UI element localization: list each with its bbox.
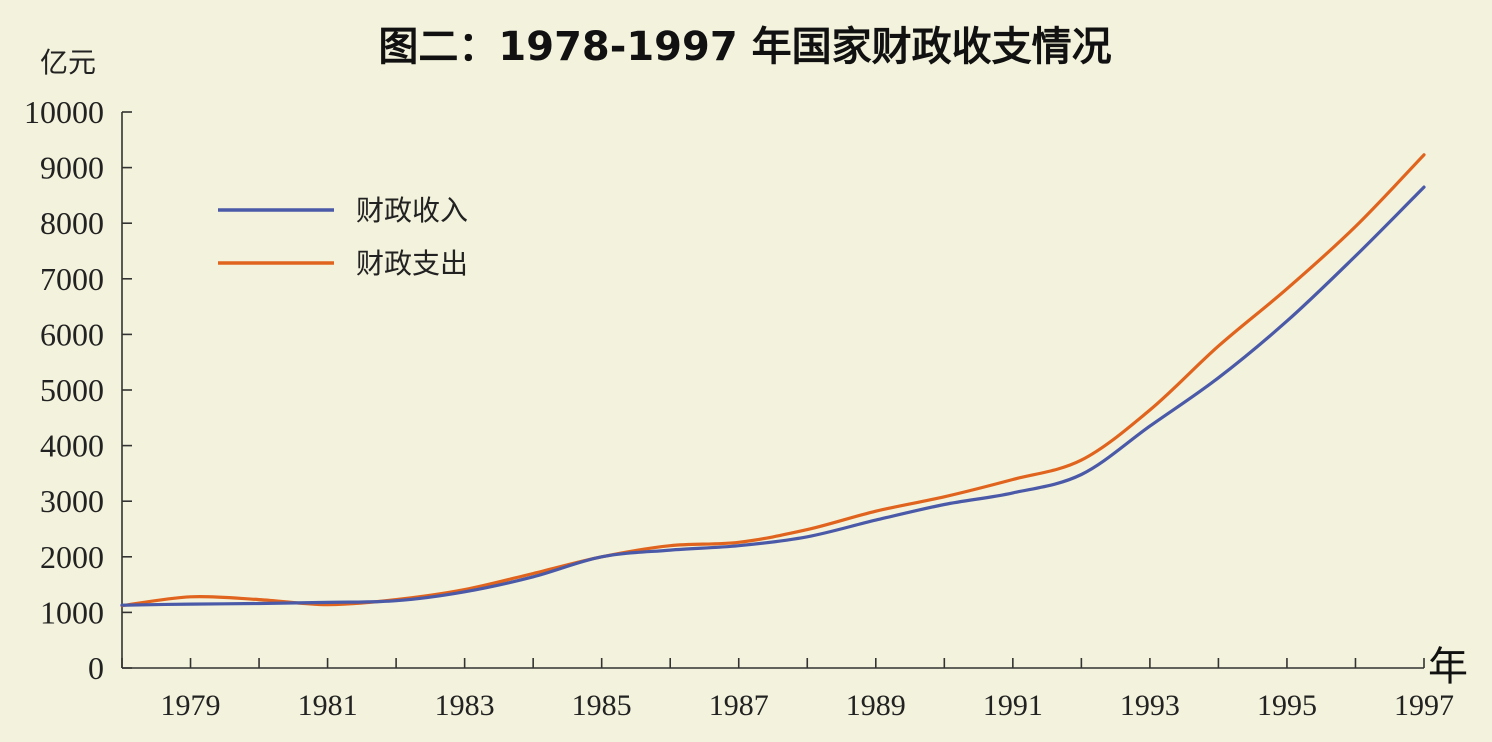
y-tick-label: 10000 [24, 94, 104, 130]
x-tick-label: 1985 [572, 689, 632, 722]
y-tick-label: 3000 [40, 483, 104, 519]
x-tick-label: 1981 [298, 689, 358, 722]
x-tick-label: 1989 [846, 689, 906, 722]
y-tick-label: 0 [88, 650, 104, 686]
y-tick-label: 8000 [40, 205, 104, 241]
y-tick-label: 2000 [40, 539, 104, 575]
legend-label-revenue: 财政收入 [356, 194, 468, 227]
y-tick-labels: 0 1000 2000 3000 4000 5000 6000 7000 8000 9000 100… [24, 94, 104, 686]
x-tick-label: 1995 [1257, 689, 1317, 722]
y-axis-unit: 亿元 [40, 46, 96, 79]
x-tick-label: 1987 [709, 689, 769, 722]
y-tick-label: 5000 [40, 372, 104, 408]
y-tick-label: 6000 [40, 316, 104, 352]
x-tick-label: 1991 [983, 689, 1043, 722]
x-tick-label: 1993 [1120, 689, 1180, 722]
y-tick-label: 7000 [40, 261, 104, 297]
series-line-expenditure [120, 153, 1426, 608]
x-axis-unit: 年 [1428, 644, 1468, 690]
x-tick-labels: 1979 1981 1983 1985 1987 1989 1991 1993 1995 1997 [161, 689, 1454, 722]
chart-title: 图二：1978-1997 年国家财政收支情况 [378, 24, 1111, 70]
x-tick-label: 1983 [435, 689, 495, 722]
legend-label-expenditure: 财政支出 [356, 247, 468, 280]
series-line-revenue [120, 185, 1426, 607]
series-lines [120, 153, 1426, 608]
axes [121, 111, 1425, 669]
y-tick-label: 4000 [40, 428, 104, 464]
x-tick-label: 1997 [1394, 689, 1454, 722]
x-tick-label: 1979 [161, 689, 221, 722]
y-tick-label: 1000 [40, 594, 104, 630]
y-tick-label: 9000 [40, 150, 104, 186]
